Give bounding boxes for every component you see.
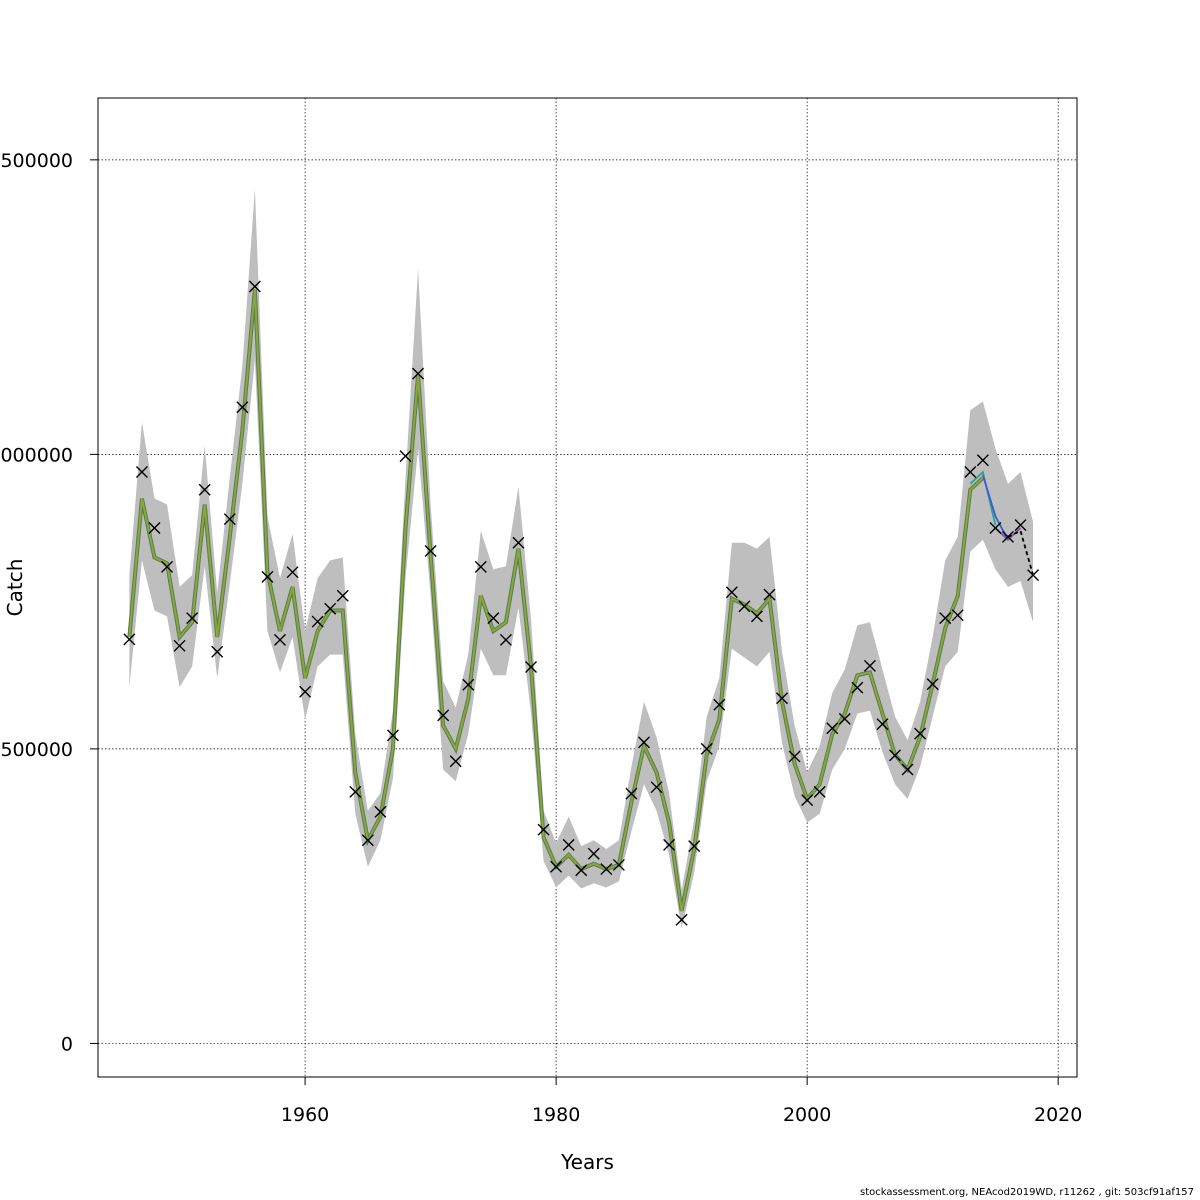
x-axis-title: Years <box>560 1150 614 1174</box>
observed-point <box>273 633 286 646</box>
observed-point <box>299 685 312 698</box>
observed-point <box>261 570 274 583</box>
observed-point <box>700 742 713 755</box>
observed-point <box>801 794 814 807</box>
observed-point <box>625 787 638 800</box>
x-tick-label: 1960 <box>281 1104 329 1126</box>
observed-point <box>587 847 600 860</box>
observed-point <box>399 450 412 463</box>
axes: 1960 1980 2000 2020 0 500000 1000000 1500000 <box>0 150 1082 1126</box>
observed-point <box>525 661 538 674</box>
observed-point <box>826 722 839 735</box>
observed-point <box>901 763 914 776</box>
observed-point <box>386 729 399 742</box>
observed-point <box>926 678 939 691</box>
observed-point <box>763 588 776 601</box>
observed-point <box>750 610 763 623</box>
observed-point <box>487 612 500 625</box>
observed-point <box>575 864 588 877</box>
observed-point <box>612 858 625 871</box>
observed-point <box>1001 530 1014 543</box>
observed-point <box>863 659 876 672</box>
observed-point <box>462 678 475 691</box>
observed-point <box>161 560 174 573</box>
observed-point <box>889 749 902 762</box>
observed-point <box>1014 519 1027 532</box>
observed-point <box>412 367 425 380</box>
retro-peel-line <box>969 470 997 526</box>
observed-point <box>637 736 650 749</box>
observed-point <box>186 612 199 625</box>
observed-point <box>788 750 801 763</box>
observed-point <box>951 609 964 622</box>
y-tick-label: 500000 <box>0 739 73 761</box>
observed-point <box>562 838 575 851</box>
observed-point <box>361 834 374 847</box>
footer-credit: stockassessment.org, NEAcod2019WD, r1126… <box>859 1187 1194 1198</box>
observed-point <box>211 645 224 658</box>
observed-point <box>738 600 751 613</box>
observed-point <box>914 727 927 740</box>
observed-point <box>349 785 362 798</box>
observed-point <box>663 838 676 851</box>
observed-point <box>989 522 1002 535</box>
observed-point <box>964 466 977 479</box>
observed-point <box>537 823 550 836</box>
y-tick-label: 1000000 <box>0 444 73 466</box>
y-tick-label: 1500000 <box>0 150 73 172</box>
plot-frame <box>97 97 1078 1078</box>
y-tick-label: 0 <box>61 1033 73 1055</box>
observed-point <box>499 633 512 646</box>
observed-point <box>876 718 889 731</box>
observed-point <box>976 454 989 467</box>
grid <box>98 98 1077 1077</box>
observed-point <box>725 586 738 599</box>
y-axis-title: Catch <box>3 559 27 617</box>
observed-point <box>374 805 387 818</box>
observed-point <box>813 785 826 798</box>
observed-point <box>675 913 688 926</box>
observed-point <box>173 639 186 652</box>
observed-point <box>776 692 789 705</box>
observed-point <box>135 466 148 479</box>
confidence-band-area <box>129 189 1034 929</box>
observed-point <box>600 863 613 876</box>
observed-point <box>838 712 851 725</box>
x-tick-label: 2020 <box>1034 1104 1082 1126</box>
observed-point <box>851 681 864 694</box>
observed-point <box>236 401 249 414</box>
observed-point <box>650 781 663 794</box>
observed-point <box>437 709 450 722</box>
x-tick-label: 2000 <box>783 1104 831 1126</box>
observed-point <box>336 589 349 602</box>
observed-point <box>512 536 525 549</box>
observed-point <box>550 860 563 873</box>
observed-point <box>311 615 324 628</box>
observed-point <box>713 698 726 711</box>
observed-point <box>449 755 462 768</box>
observed-point <box>148 522 161 535</box>
observed-point <box>286 566 299 579</box>
observed-points <box>123 280 1040 926</box>
confidence-band <box>129 189 1034 929</box>
observed-point <box>248 280 261 293</box>
observed-point <box>424 544 437 557</box>
observed-point <box>688 840 701 853</box>
observed-point <box>123 633 136 646</box>
observed-point <box>1027 569 1040 582</box>
observed-point <box>198 483 211 496</box>
observed-point <box>223 513 236 526</box>
fitted-lines <box>127 289 1034 912</box>
observed-point <box>474 560 487 573</box>
observed-point <box>939 612 952 625</box>
retro-peel-line <box>1007 529 1034 576</box>
observed-point <box>324 602 337 615</box>
x-tick-label: 1980 <box>532 1104 580 1126</box>
